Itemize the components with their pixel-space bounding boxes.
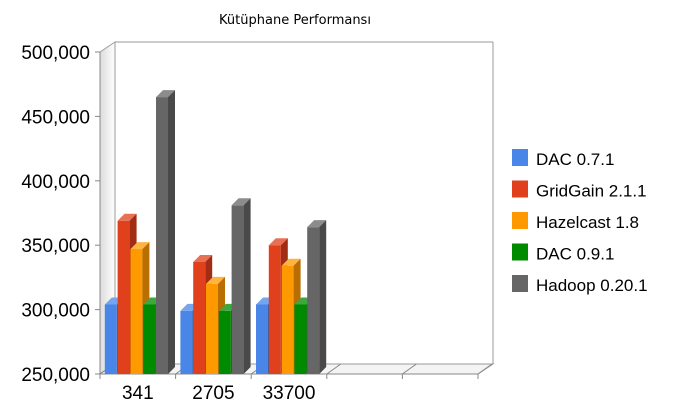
legend-label: Hazelcast 1.8 bbox=[536, 213, 639, 232]
bar-top bbox=[117, 213, 137, 221]
bar-front bbox=[268, 245, 281, 374]
x-tick-label: 33700 bbox=[263, 383, 316, 404]
bar-top bbox=[268, 238, 288, 246]
bar bbox=[156, 90, 175, 374]
bar-top bbox=[307, 220, 327, 228]
legend-swatch bbox=[512, 243, 528, 261]
bar-top bbox=[130, 242, 150, 250]
bar-front bbox=[117, 220, 130, 374]
bar-front bbox=[130, 249, 143, 374]
legend-label: GridGain 2.1.1 bbox=[536, 182, 647, 201]
x-tick-mark bbox=[477, 363, 493, 379]
legend-label: DAC 0.7.1 bbox=[536, 150, 614, 169]
legend-swatch bbox=[512, 180, 528, 198]
y-tick-label: 250,000 bbox=[21, 365, 90, 386]
bar-front bbox=[180, 310, 193, 374]
legend-swatch bbox=[512, 275, 528, 292]
y-axis: 500,000 450,000 400,000 350,000 300,000 250,0… bbox=[21, 43, 101, 386]
chart-title: Kütüphane Performansı bbox=[219, 13, 371, 28]
bar-side bbox=[319, 220, 327, 374]
bar-front bbox=[218, 310, 231, 374]
bars bbox=[104, 90, 327, 374]
y-tick-label: 400,000 bbox=[21, 172, 90, 193]
bar-top bbox=[281, 258, 301, 266]
x-tick-label: 2705 bbox=[192, 383, 234, 404]
bar-front bbox=[256, 304, 268, 374]
legend-label: DAC 0.9.1 bbox=[536, 245, 614, 264]
y-tick-label: 350,000 bbox=[21, 236, 90, 257]
bar-front bbox=[294, 304, 307, 374]
bar bbox=[231, 198, 251, 374]
x-tick-label: 341 bbox=[122, 383, 154, 404]
x-tick-mark bbox=[326, 363, 342, 379]
bar-top bbox=[231, 198, 251, 206]
legend: DAC 0.7.1 GridGain 2.1.1 Hazelcast 1.8 DAC … bbox=[512, 149, 648, 295]
legend-swatch bbox=[512, 212, 528, 229]
bar-front bbox=[307, 227, 320, 374]
bar-front bbox=[104, 304, 117, 374]
bar-side bbox=[243, 198, 251, 374]
bar-front bbox=[231, 205, 244, 374]
bar-top bbox=[156, 90, 175, 98]
bar-front bbox=[193, 261, 206, 374]
bar-front bbox=[206, 283, 218, 374]
x-tick-mark bbox=[401, 363, 417, 379]
bar-front bbox=[156, 97, 168, 374]
legend-swatch bbox=[512, 149, 528, 166]
bar-side bbox=[168, 90, 175, 374]
y-tick-label: 500,000 bbox=[21, 43, 90, 64]
bar-top bbox=[193, 254, 213, 262]
y-tick-label: 450,000 bbox=[21, 107, 90, 128]
bar-front bbox=[281, 265, 294, 374]
bar-front bbox=[143, 304, 156, 374]
bar-top bbox=[206, 276, 225, 284]
bar bbox=[307, 220, 327, 374]
legend-label: Hadoop 0.20.1 bbox=[536, 276, 648, 295]
y-tick-label: 300,000 bbox=[21, 301, 90, 322]
